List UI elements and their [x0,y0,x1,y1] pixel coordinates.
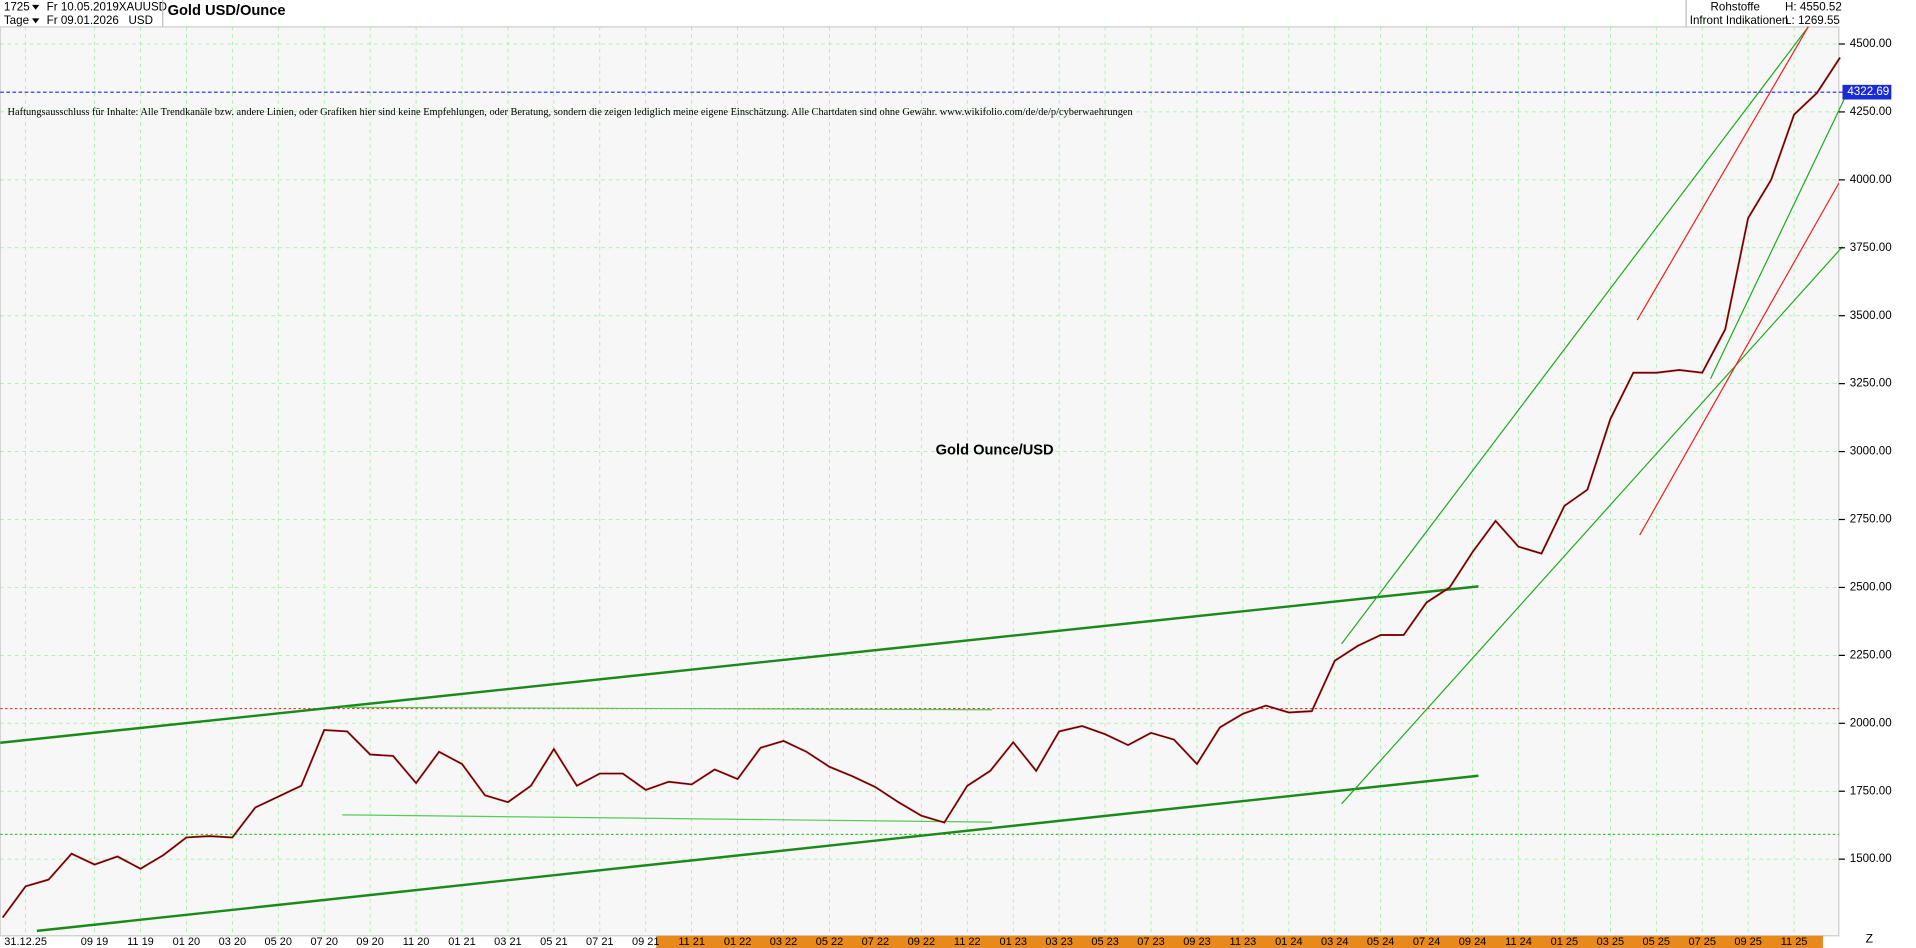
trend-line [1341,26,1809,645]
watermark-title: Gold Ounce/USD [936,443,1054,459]
x-tick-label: 05 21 [540,936,568,948]
x-tick-label: 05 22 [816,936,844,948]
x-tick-label: 09 22 [908,936,936,948]
x-tick-label: 07 22 [862,936,890,948]
instrument-name: Gold USD/Ounce [168,3,286,19]
period: Tage [4,14,29,27]
x-tick-label: 05 20 [265,936,292,948]
plot-area [0,26,1840,937]
y-tick-label: 4250.00 [1850,105,1892,118]
y-tick-label: 1500.00 [1850,852,1892,865]
last-value-box [1842,84,1892,100]
x-tick-label: 09 19 [81,936,109,948]
x-tick-label: 09 25 [1734,936,1761,948]
x-tick-label: 09 20 [356,936,384,948]
trend-line [1341,246,1843,805]
x-tick-label: 01 22 [724,936,752,948]
group: Rohstoffe [1711,0,1760,13]
y-tick-label: 3250.00 [1850,377,1892,390]
trend-line [36,774,1479,933]
x-tick-label: 09 23 [1183,936,1211,948]
x-tick-label: 05 25 [1643,936,1671,948]
source: Infront Indikationen [1690,14,1789,27]
y-tick-label: 2250.00 [1850,648,1892,661]
x-tick-label: 31.12.25 [4,936,47,948]
x-tick-label: 11 23 [1230,936,1257,948]
y-tick-label: 3000.00 [1850,445,1892,458]
start-date: Fr 10.05.2019 [47,0,119,13]
y-tick-label: 2500.00 [1850,580,1892,593]
header-bar [0,0,1916,27]
high: H: 4550.52 [1785,0,1842,13]
y-tick-label: 2000.00 [1850,716,1892,729]
trend-line [1639,182,1840,536]
x-tick-label: 07 25 [1688,936,1715,948]
x-tick-label: 03 22 [770,936,798,948]
trend-line [1636,26,1809,321]
x-tick-label: 03 23 [1045,936,1073,948]
x-tick-label: 01 23 [999,936,1027,948]
symbol: XAUUSD [119,0,167,13]
x-tick-label: 03 20 [219,936,247,948]
trend-line [342,706,993,711]
count: 1725 [4,0,30,13]
y-tick-label: 4000.00 [1850,173,1892,186]
axis-band [656,935,1823,948]
x-tick-label: 03 25 [1597,936,1624,948]
y-tick-label: 3500.00 [1850,309,1892,322]
y-tick-label: 1750.00 [1850,784,1892,797]
x-tick-label: 05 24 [1367,936,1394,948]
trend-line [342,814,993,823]
trend-line [0,585,1479,744]
currency: USD [128,14,152,27]
x-tick-label: 11 22 [954,936,981,948]
x-tick-label: 09 21 [632,936,660,948]
x-tick-label: 11 20 [403,936,430,948]
x-tick-label: 07 21 [586,936,614,948]
x-tick-label: 01 20 [173,936,200,948]
low: L: 1269.55 [1785,14,1840,27]
x-tick-label: 07 24 [1413,936,1440,948]
x-tick-label: 11 21 [678,936,705,948]
x-tick-label: 09 24 [1459,936,1486,948]
x-tick-label: 11 19 [127,936,154,948]
x-tick-label: 03 24 [1321,936,1349,948]
x-tick-label: 01 24 [1275,936,1303,948]
x-tick-label: 03 21 [494,936,522,948]
end-date: Fr 09.01.2026 [47,14,119,27]
x-tick-label: 07 20 [310,936,338,948]
x-tick-label: 07 23 [1137,936,1165,948]
price-line-shadow [2,57,1841,918]
dropdown-icon[interactable] [31,18,40,24]
y-tick-label: 4500.00 [1850,37,1892,50]
last-value-label: 4322.69 [1847,85,1889,98]
trend-line [1709,97,1846,379]
x-tick-label: 11 24 [1505,936,1532,948]
disclaimer: Haftungsausschluss für Inhalte: Alle Tre… [8,107,1134,118]
y-tick-label: 3750.00 [1850,241,1892,254]
dropdown-icon[interactable] [31,4,40,10]
x-tick-label: 01 25 [1551,936,1578,948]
x-end-label: Z [1866,932,1874,946]
y-tick-label: 2750.00 [1850,513,1892,526]
x-tick-label: 05 23 [1091,936,1119,948]
x-tick-label: 11 25 [1781,936,1808,948]
x-tick-label: 01 21 [448,936,476,948]
